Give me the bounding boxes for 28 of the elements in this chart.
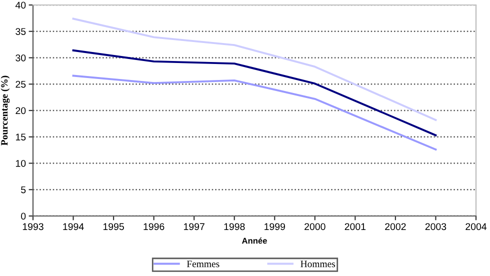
y-tick-label: 15 <box>16 134 26 140</box>
x-tick-label: 1995 <box>103 223 124 230</box>
x-tick-label: 2002 <box>385 223 406 230</box>
legend-label: Hommes <box>300 260 336 268</box>
x-tick-label: 1996 <box>144 223 164 230</box>
x-axis-title: Année <box>242 237 267 244</box>
x-tick-label: 2001 <box>344 223 366 230</box>
line-series <box>72 49 437 136</box>
y-tick-label: 40 <box>15 2 26 9</box>
y-axis-title: Pourcentage (%) <box>0 76 10 146</box>
y-tick-label: 10 <box>16 160 26 167</box>
y-tick-label: 25 <box>16 80 26 88</box>
x-tick-label: 2000 <box>304 223 326 230</box>
y-tick-label: 20 <box>16 107 26 114</box>
y-tick-label: 0 <box>21 212 26 220</box>
y-tick-label: 35 <box>16 28 26 35</box>
y-tick-label: 5 <box>21 186 26 194</box>
x-tick-label: 2003 <box>425 223 446 230</box>
x-tick-label: 2004 <box>466 223 487 230</box>
x-tick-label: 1993 <box>22 223 44 230</box>
x-tick-label: 1998 <box>224 223 245 230</box>
x-tick-label: 1997 <box>184 223 204 230</box>
legend-label: Femmes <box>186 260 220 268</box>
x-tick-label: 1999 <box>264 223 285 230</box>
line-series <box>72 74 437 151</box>
y-tick-label: 30 <box>16 54 26 62</box>
x-tick-label: 1994 <box>63 223 84 230</box>
line-series <box>72 18 437 121</box>
